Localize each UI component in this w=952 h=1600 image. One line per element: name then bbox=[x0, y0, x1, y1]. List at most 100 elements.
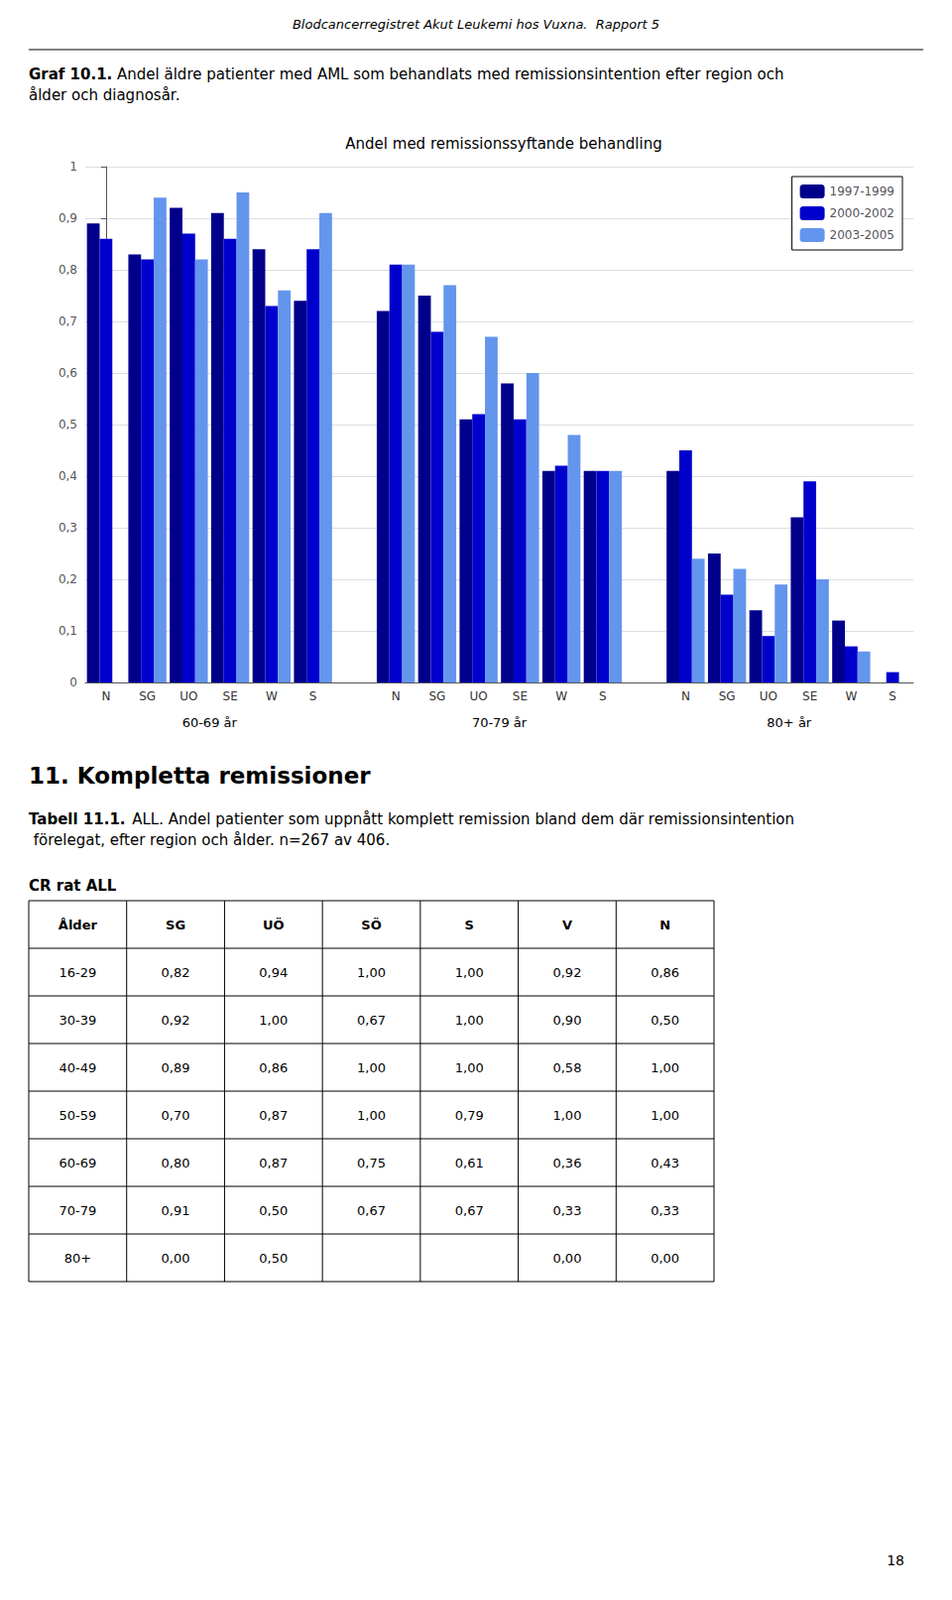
svg-text:N: N bbox=[391, 689, 401, 704]
svg-text:0,00: 0,00 bbox=[161, 1250, 191, 1266]
svg-text:0,2: 0,2 bbox=[58, 572, 78, 587]
svg-text:0,00: 0,00 bbox=[552, 1250, 582, 1266]
svg-text:N: N bbox=[101, 689, 111, 704]
svg-text:0,43: 0,43 bbox=[650, 1155, 680, 1171]
svg-text:0,36: 0,36 bbox=[552, 1155, 582, 1171]
svg-text:SG: SG bbox=[165, 917, 186, 933]
svg-text:0,90: 0,90 bbox=[552, 1012, 582, 1028]
svg-text:0,91: 0,91 bbox=[161, 1202, 191, 1218]
svg-text:W: W bbox=[555, 689, 568, 704]
svg-text:SE: SE bbox=[223, 689, 238, 704]
svg-text:0,82: 0,82 bbox=[161, 964, 191, 980]
svg-text:ålder och diagnosår.: ålder och diagnosår. bbox=[28, 86, 180, 105]
svg-text:N: N bbox=[681, 689, 691, 704]
svg-text:0: 0 bbox=[69, 675, 78, 690]
svg-text:40-49: 40-49 bbox=[58, 1060, 97, 1075]
svg-text:0,86: 0,86 bbox=[650, 964, 680, 980]
svg-text:0,5: 0,5 bbox=[58, 417, 78, 432]
svg-text:0,33: 0,33 bbox=[552, 1202, 582, 1218]
svg-text:1,00: 1,00 bbox=[650, 1107, 680, 1123]
svg-text:Tabell 11.1.: Tabell 11.1. bbox=[28, 810, 126, 829]
svg-text:S: S bbox=[888, 689, 897, 704]
svg-text:W: W bbox=[265, 689, 278, 704]
svg-text:70-79: 70-79 bbox=[58, 1202, 97, 1218]
svg-text:1,00: 1,00 bbox=[455, 964, 484, 980]
svg-text:S: S bbox=[309, 689, 318, 704]
svg-text:0,94: 0,94 bbox=[258, 964, 288, 980]
svg-text:Graf 10.1.: Graf 10.1. bbox=[28, 65, 113, 84]
svg-text:0,50: 0,50 bbox=[258, 1202, 288, 1218]
svg-text:70-79 år: 70-79 år bbox=[472, 714, 528, 730]
svg-text:0,7: 0,7 bbox=[58, 314, 78, 329]
svg-text:1,00: 1,00 bbox=[455, 1012, 484, 1028]
svg-text:CR rat ALL: CR rat ALL bbox=[28, 876, 118, 895]
svg-text:0,80: 0,80 bbox=[161, 1155, 191, 1171]
svg-text:18: 18 bbox=[886, 1551, 905, 1568]
svg-text:Andel med remissionssyftande b: Andel med remissionssyftande behandling bbox=[345, 134, 662, 153]
svg-text:0,89: 0,89 bbox=[161, 1060, 191, 1075]
svg-text:0,86: 0,86 bbox=[258, 1060, 288, 1075]
svg-text:0,33: 0,33 bbox=[650, 1202, 680, 1218]
svg-text:0,9: 0,9 bbox=[58, 211, 78, 226]
svg-text:2003-2005: 2003-2005 bbox=[830, 228, 895, 242]
svg-text:SE: SE bbox=[512, 689, 528, 704]
svg-text:förelegat, efter region och ål: förelegat, efter region och ålder. n=267… bbox=[28, 831, 390, 849]
svg-text:0,67: 0,67 bbox=[455, 1202, 484, 1218]
svg-text:0,6: 0,6 bbox=[58, 365, 78, 380]
svg-text:Ålder: Ålder bbox=[58, 917, 99, 933]
svg-text:1,00: 1,00 bbox=[357, 1060, 386, 1075]
svg-text:0,61: 0,61 bbox=[455, 1155, 484, 1171]
svg-text:UO: UO bbox=[470, 689, 488, 704]
svg-text:0,92: 0,92 bbox=[552, 964, 582, 980]
svg-text:0,67: 0,67 bbox=[357, 1012, 386, 1028]
svg-text:80+ år: 80+ år bbox=[766, 714, 813, 730]
svg-text:SE: SE bbox=[802, 689, 818, 704]
svg-text:0,92: 0,92 bbox=[161, 1012, 191, 1028]
svg-text:0,4: 0,4 bbox=[58, 469, 78, 483]
svg-text:11. Kompletta remissioner: 11. Kompletta remissioner bbox=[28, 762, 371, 789]
svg-text:1,00: 1,00 bbox=[258, 1012, 288, 1028]
svg-text:0,50: 0,50 bbox=[258, 1250, 288, 1266]
svg-text:50-59: 50-59 bbox=[58, 1107, 97, 1123]
svg-text:ALL. Andel patienter som uppnå: ALL. Andel patienter som uppnått komplet… bbox=[126, 810, 795, 829]
svg-text:1,00: 1,00 bbox=[357, 964, 386, 980]
svg-text:0,1: 0,1 bbox=[58, 623, 78, 638]
svg-text:1,00: 1,00 bbox=[650, 1060, 680, 1075]
svg-text:60-69 år: 60-69 år bbox=[182, 714, 238, 730]
svg-text:80+: 80+ bbox=[64, 1250, 92, 1266]
svg-text:0,00: 0,00 bbox=[650, 1250, 680, 1266]
svg-text:0,67: 0,67 bbox=[357, 1202, 386, 1218]
svg-text:SG: SG bbox=[718, 689, 736, 704]
svg-text:0,79: 0,79 bbox=[455, 1107, 484, 1123]
svg-text:1,00: 1,00 bbox=[455, 1060, 484, 1075]
svg-text:0,50: 0,50 bbox=[650, 1012, 680, 1028]
svg-text:W: W bbox=[844, 689, 857, 704]
svg-text:1997-1999: 1997-1999 bbox=[830, 184, 895, 199]
svg-text:V: V bbox=[562, 917, 573, 933]
svg-text:0,87: 0,87 bbox=[258, 1155, 288, 1171]
svg-text:SG: SG bbox=[428, 689, 446, 704]
svg-text:60-69: 60-69 bbox=[58, 1155, 97, 1171]
svg-text:Blodcancerregistret Akut Leuke: Blodcancerregistret Akut Leukemi hos Vux… bbox=[292, 16, 660, 32]
svg-text:0,87: 0,87 bbox=[258, 1107, 288, 1123]
svg-text:0,3: 0,3 bbox=[58, 520, 78, 535]
svg-text:S: S bbox=[598, 689, 607, 704]
svg-text:SÖ: SÖ bbox=[360, 917, 381, 933]
svg-text:SG: SG bbox=[138, 689, 156, 704]
svg-text:1: 1 bbox=[69, 159, 78, 174]
svg-text:UO: UO bbox=[759, 689, 778, 704]
svg-text:UÖ: UÖ bbox=[262, 917, 285, 933]
svg-text:Andel äldre patienter med AML: Andel äldre patienter med AML som behand… bbox=[112, 65, 789, 84]
svg-text:0,58: 0,58 bbox=[552, 1060, 582, 1075]
svg-text:0,75: 0,75 bbox=[357, 1155, 386, 1171]
svg-text:0,8: 0,8 bbox=[58, 262, 78, 277]
svg-text:1,00: 1,00 bbox=[357, 1107, 386, 1123]
svg-text:1,00: 1,00 bbox=[552, 1107, 582, 1123]
svg-text:N: N bbox=[659, 917, 671, 933]
svg-text:S: S bbox=[465, 917, 475, 933]
svg-text:UO: UO bbox=[179, 689, 198, 704]
svg-text:0,70: 0,70 bbox=[161, 1107, 191, 1123]
svg-text:30-39: 30-39 bbox=[58, 1012, 97, 1028]
svg-text:2000-2002: 2000-2002 bbox=[830, 206, 895, 221]
svg-text:16-29: 16-29 bbox=[58, 964, 97, 980]
